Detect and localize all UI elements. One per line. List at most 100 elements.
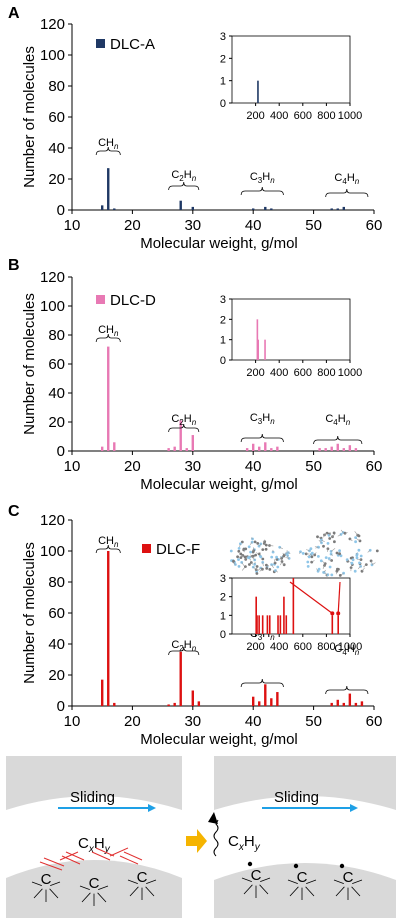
molecule-atom [248,563,251,566]
inset-bar [257,339,259,360]
molecule-atom [243,555,247,559]
inset-bar [255,596,257,634]
bar [258,701,261,706]
bar [107,551,110,706]
molecule-bond [257,567,261,572]
molecule-bond [363,564,367,568]
carbon-bond [129,886,139,897]
molecule-atom [280,557,283,560]
molecule-atom [249,550,253,554]
group-label-n: n [346,418,351,427]
molecule-atom [328,565,332,569]
molecule-atom [264,543,268,547]
bar [173,702,176,706]
species-label-left: CxHy [78,835,111,855]
molecule-atom [257,552,261,556]
group-label-base: CH [98,137,114,149]
carbon-atom: C [297,869,308,886]
carbon-bond [31,881,42,886]
molecule-atom [338,549,341,553]
inset-frame [231,577,351,635]
molecule-bond [340,572,344,576]
bar [252,443,255,451]
molecule-atom [256,542,260,545]
molecule-bond [250,554,253,557]
group-brace [95,544,121,554]
molecule-bond [311,560,315,563]
y-tick-label: 80 [48,78,65,95]
bar [264,684,267,706]
inset-x-tick-label: 1000 [338,367,362,379]
bar [191,206,194,210]
inset-bar [264,339,266,360]
molecule-bond [281,562,285,565]
y-tick-label: 120 [40,512,65,529]
molecule-atom [251,550,255,554]
molecule-atom [355,556,359,560]
molecule-bond [273,559,276,564]
carbon-bond [146,879,157,884]
bar [348,445,352,451]
molecule-atom [310,551,314,555]
molecule-atom [264,547,268,551]
molecule-atom [328,537,332,540]
sliding-arrow-right-head [350,804,358,812]
bar [354,448,358,451]
group-label-base: C [334,643,342,655]
inset-x-tick-label: 600 [294,110,312,122]
bar [252,696,255,706]
group-label-n: n [192,418,197,427]
bar [360,701,364,706]
group-brace [325,188,369,198]
group-brace [240,433,284,443]
group-label-sub: 2 [179,418,184,427]
bar [336,699,339,706]
carbon-bond [127,879,138,884]
molecule-bond [328,532,331,536]
panel-letter: A [8,5,20,22]
inset-bar [337,615,339,634]
inset-bar [277,615,279,634]
desorption-wavy-arrow-head [208,812,218,824]
bar [101,205,104,210]
molecule-bond [355,553,358,555]
y-tick-label: 120 [40,269,65,286]
x-tick-label: 50 [305,713,322,730]
molecule-atom [326,542,330,545]
inset-y-tick-label: 1 [220,335,226,347]
inset-frame [231,298,351,361]
y-axis-label: Number of molecules [21,46,38,188]
molecule-bond [371,562,376,566]
bar [342,448,345,451]
molecule-bond [340,529,344,533]
inset-x-tick-label: 200 [246,110,264,122]
group-label: CHn [98,324,119,338]
bar [252,208,255,210]
bar [330,446,333,451]
inset-bar [283,596,285,634]
group-label-n: n [355,648,360,657]
carbon-bond [260,877,271,882]
bar [197,701,201,706]
group-brace [325,685,369,695]
molecule-atom [306,565,310,568]
upper-counterface-right [214,756,396,810]
molecule-atom [357,548,361,552]
carbon-bond [49,888,59,899]
molecule-atom [261,548,265,551]
pointer-arrow-head [330,611,335,616]
x-axis-label: Molecular weight, g/mol [140,235,298,252]
carbon-atom: C [137,869,148,886]
molecule-bond [267,564,269,567]
inset-x-tick-label: 800 [317,641,335,653]
inset-y-tick-label: 3 [220,31,226,43]
molecule-atom [351,558,355,562]
y-tick-label: 60 [48,109,65,126]
molecule-atom [353,569,357,573]
bar [324,448,327,451]
molecule-bond [344,532,348,534]
molecule-atom [254,553,257,557]
group-label-sub: 2 [179,174,184,183]
inset-bar [279,615,282,634]
